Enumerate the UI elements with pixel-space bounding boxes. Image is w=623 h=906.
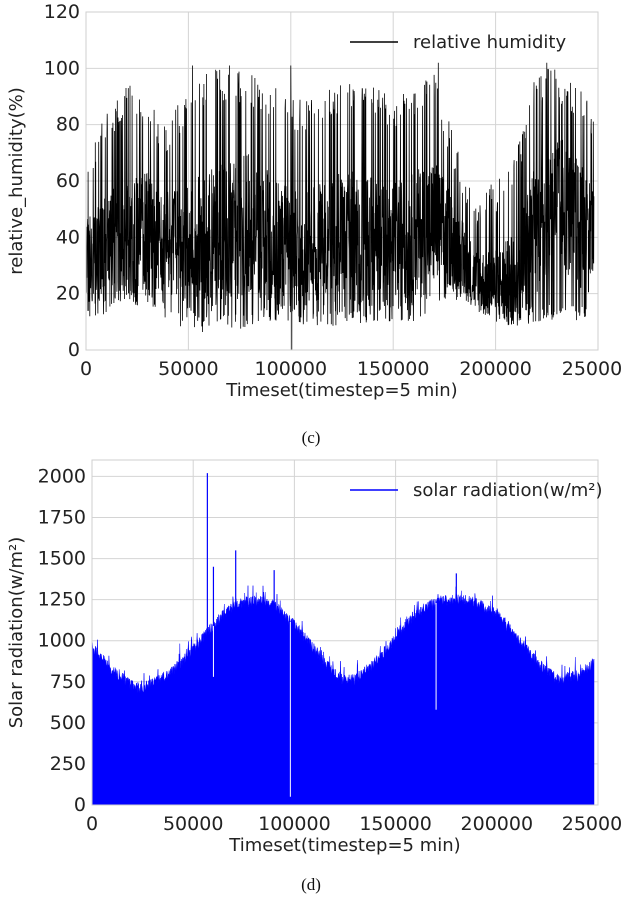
data-series-relative-humidity	[85, 62, 595, 351]
series-line-relative-humidity	[85, 62, 595, 351]
x-tick-label: 100000	[258, 813, 331, 835]
y-tick-label: 120	[44, 1, 80, 23]
x-tick-label: 50000	[163, 813, 223, 835]
series-area-solar-radiation	[91, 585, 595, 806]
plot-frame	[85, 11, 599, 351]
y-tick-label: 1000	[38, 630, 86, 652]
legend-label: solar radiation(w/m²)	[413, 480, 603, 501]
x-tick-label: 50000	[158, 358, 218, 380]
y-axis-label: relative_humidity(%)	[6, 87, 27, 275]
y-tick-label: 1250	[38, 589, 86, 611]
x-tick-label: 0	[80, 358, 92, 380]
x-tick-label: 150000	[357, 358, 430, 380]
x-tick-labels: 0 50000 100000 150000 200000 250000	[86, 813, 623, 835]
x-tick-label: 250000	[562, 813, 623, 835]
y-tick-label: 1500	[38, 548, 86, 570]
y-tick-label: 80	[56, 114, 80, 136]
plot-frame	[91, 459, 599, 806]
y-tick-label: 500	[50, 712, 86, 734]
y-tick-label: 40	[56, 226, 80, 248]
y-tick-labels: 0 250 500 750 1000 1250 1500 1750 2000	[38, 465, 86, 816]
chart-relative-humidity: 0 20 40 60 80 100 120 0 50000 100000 150000 200000…	[6, 1, 623, 447]
x-axis-label: Timeset(timestep=5 min)	[228, 835, 460, 856]
figure-caption: (c)	[302, 428, 321, 447]
y-tick-label: 0	[68, 339, 80, 361]
y-tick-label: 2000	[38, 465, 86, 487]
figure-caption: (d)	[301, 875, 321, 894]
legend: solar radiation(w/m²)	[350, 480, 603, 501]
y-tick-label: 100	[44, 57, 80, 79]
x-tick-label: 150000	[359, 813, 432, 835]
y-tick-label: 0	[74, 794, 86, 816]
x-tick-labels: 0 50000 100000 150000 200000 250000	[80, 358, 623, 380]
x-tick-label: 200000	[459, 358, 532, 380]
y-tick-label: 60	[56, 170, 80, 192]
y-tick-label: 20	[56, 283, 80, 305]
y-tick-label: 750	[50, 671, 86, 693]
x-tick-label: 100000	[255, 358, 328, 380]
y-tick-labels: 0 20 40 60 80 100 120	[44, 1, 80, 361]
legend: relative humidity	[350, 32, 566, 53]
y-axis-label: Solar radiation(w/m²)	[6, 537, 27, 729]
legend-label: relative humidity	[413, 32, 566, 53]
x-axis-label: Timeset(timestep=5 min)	[225, 380, 457, 401]
x-tick-label: 0	[86, 813, 98, 835]
chart-solar-radiation: 0 250 500 750 1000 1250 1500 1750 2000 0 50000 100…	[6, 459, 623, 894]
data-series-solar-radiation	[91, 473, 595, 806]
x-tick-label: 200000	[461, 813, 534, 835]
y-tick-label: 250	[50, 753, 86, 775]
x-tick-label: 250000	[562, 358, 623, 380]
y-tick-label: 1750	[38, 507, 86, 529]
